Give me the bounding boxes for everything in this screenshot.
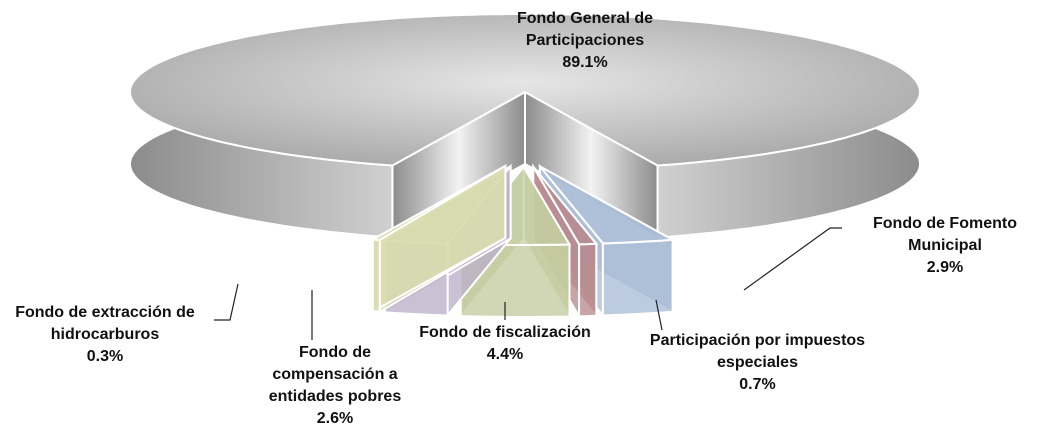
- label-name: Participación por impuestos especiales: [649, 332, 866, 371]
- label-name: Fondo de Fomento Municipal: [873, 215, 1017, 254]
- leader-line: [655, 299, 663, 331]
- slice-rim: [371, 238, 381, 314]
- label-value: 0.3%: [86, 348, 124, 365]
- slice-label: Fondo General de Participaciones 89.1%: [500, 8, 670, 74]
- label-name: Fondo de compensación a entidades pobres: [268, 344, 402, 405]
- leader-lines: [214, 227, 842, 340]
- slice-top: [369, 165, 506, 241]
- label-value: 0.7%: [739, 376, 776, 393]
- slice-top: [532, 166, 599, 246]
- label-value: 89.1%: [562, 54, 608, 71]
- leader-line: [214, 283, 239, 321]
- slice-top: [539, 165, 676, 245]
- slice-rim: [601, 238, 674, 317]
- label-value: 2.9%: [926, 259, 964, 276]
- pie-slice: [129, 13, 921, 240]
- slice-rim: [578, 242, 598, 318]
- slice-label: Participación por impuestos especiales 0.…: [645, 330, 870, 396]
- label-name: Fondo de fiscalización: [419, 324, 591, 341]
- leader-line: [743, 227, 842, 291]
- label-value: 4.4%: [486, 346, 524, 363]
- slice-label: Fondo de extracción de hidrocarburos 0.3%: [0, 302, 210, 368]
- slice-label: Fondo de compensación a entidades pobres…: [250, 342, 420, 430]
- label-value: 2.6%: [316, 410, 354, 427]
- slice-label: Fondo de Fomento Municipal 2.9%: [845, 213, 1041, 279]
- label-name: Fondo de extracción de hidrocarburos: [15, 304, 195, 343]
- pie-slice: [369, 164, 507, 314]
- slice-top: [129, 13, 921, 167]
- label-name: Fondo General de Participaciones: [516, 10, 653, 49]
- slice-label: Fondo de fiscalización 4.4%: [385, 322, 625, 366]
